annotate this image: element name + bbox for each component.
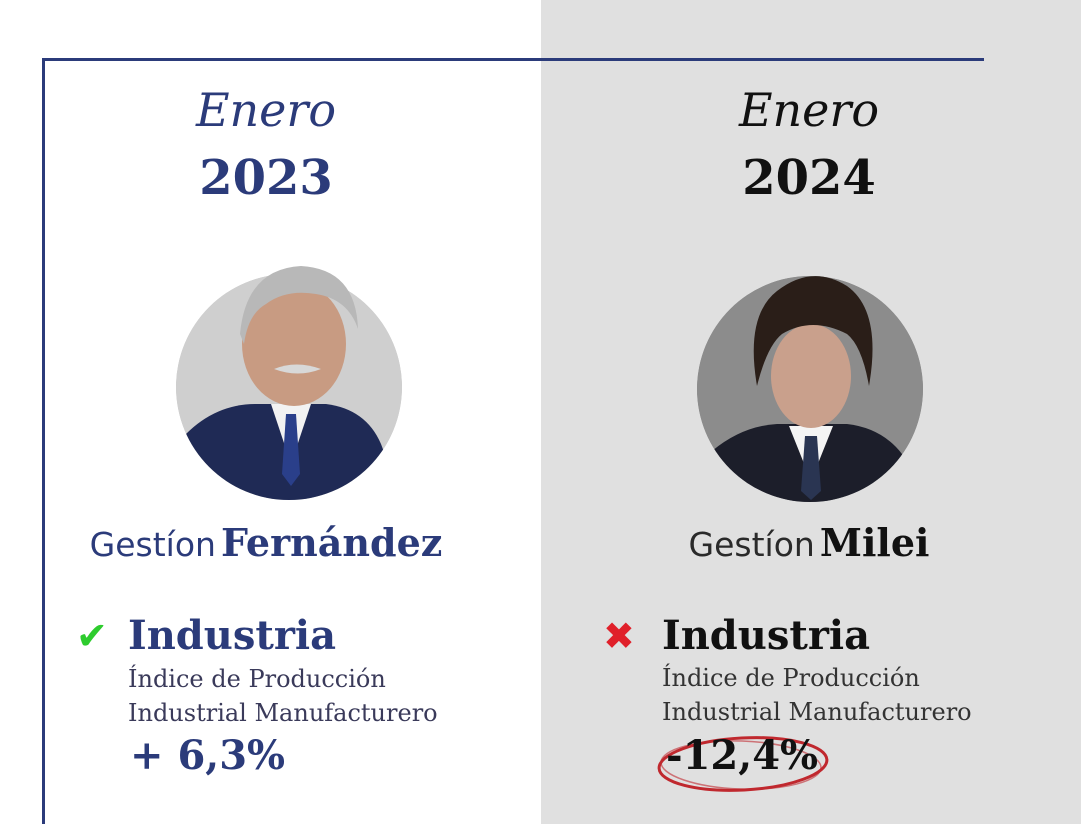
milei-portrait-illustration bbox=[697, 276, 923, 502]
left-indicator-title: Industria bbox=[128, 612, 337, 659]
left-year: 2023 bbox=[199, 150, 333, 206]
left-gestion-word: Gestíon bbox=[89, 525, 216, 564]
frame-left-line bbox=[42, 58, 45, 824]
right-indicator-value: -12,4% bbox=[666, 732, 819, 779]
left-indicator-value: + 6,3% bbox=[130, 732, 286, 779]
left-gestion-name: Fernández bbox=[221, 520, 443, 565]
left-indicator-description: Índice de Producción Industrial Manufact… bbox=[128, 662, 438, 730]
right-year: 2024 bbox=[742, 150, 876, 206]
left-gestion-label: Gestíon Fernández bbox=[0, 520, 536, 565]
right-gestion-label: Gestíon Milei bbox=[539, 520, 1079, 565]
right-gestion-word: Gestíon bbox=[688, 525, 815, 564]
right-column: Enero 2024 Gestíon Milei ✖ Industria Índ… bbox=[541, 0, 1081, 824]
left-month: Enero bbox=[195, 83, 337, 137]
right-indicator-line1: Índice de Producción bbox=[662, 664, 920, 692]
right-indicator-title: Industria bbox=[662, 612, 871, 659]
right-indicator-description: Índice de Producción Industrial Manufact… bbox=[662, 661, 972, 729]
check-icon: ✔ bbox=[76, 614, 108, 658]
left-indicator-line2: Industrial Manufacturero bbox=[128, 699, 438, 727]
right-indicator-line2: Industrial Manufacturero bbox=[662, 698, 972, 726]
fernandez-portrait bbox=[176, 266, 402, 500]
highlight-circle-icon bbox=[657, 736, 829, 792]
left-column: Enero 2023 Gestíon Fernández ✔ Industria… bbox=[0, 0, 540, 824]
milei-portrait bbox=[697, 276, 923, 502]
frame-top-line bbox=[42, 58, 984, 61]
fernandez-portrait-illustration bbox=[176, 266, 402, 500]
right-gestion-name: Milei bbox=[819, 520, 930, 565]
left-indicator-line1: Índice de Producción bbox=[128, 665, 386, 693]
cross-icon: ✖ bbox=[603, 614, 635, 658]
right-month: Enero bbox=[738, 83, 880, 137]
